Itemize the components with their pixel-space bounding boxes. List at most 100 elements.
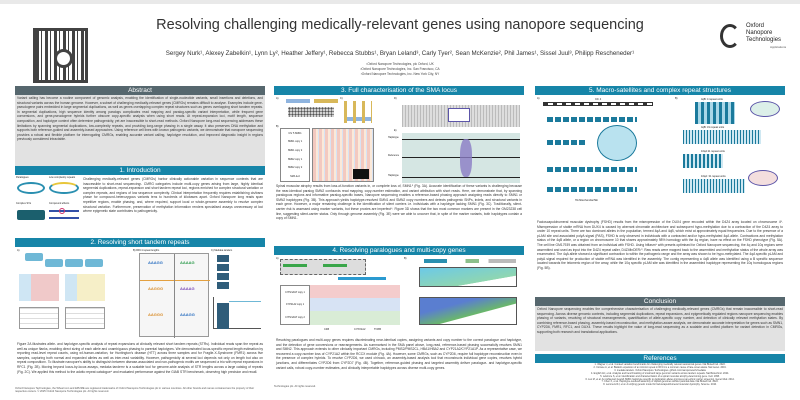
workflow-box bbox=[65, 259, 83, 267]
references-heading: References bbox=[535, 354, 785, 363]
reference-item: 1. Wagner J, et al. Curated variation be… bbox=[594, 363, 726, 366]
repeat-loop-icon bbox=[49, 182, 79, 194]
gene-label: TNXB bbox=[374, 328, 381, 331]
macro-text: Facioscapulohumeral muscular dystrophy (… bbox=[537, 220, 783, 270]
logo-sub: Applications bbox=[770, 45, 787, 49]
row-label: CYP21A2 copy 1 bbox=[285, 303, 305, 307]
panel-label: D) bbox=[394, 97, 397, 100]
panel-label: B) bbox=[276, 125, 279, 128]
affiliations: ¹Oxford Nanopore Technologies, plc Oxfor… bbox=[250, 62, 550, 77]
chromosome-4-ideogram bbox=[543, 102, 653, 106]
pileup-copy1 bbox=[310, 285, 400, 298]
paralog-text: Resolving paralogues and multi-copy gene… bbox=[276, 338, 522, 370]
intro-heading: 1. Introduction bbox=[15, 166, 265, 175]
d4z4-array-contracted bbox=[547, 140, 587, 145]
rfc1-plot: AAAGG AAAAG AAGGG AAAAG AAGGG AAAGG bbox=[139, 253, 210, 338]
row-label: SMN1 copy 2 bbox=[287, 149, 303, 153]
panel-label: B) bbox=[675, 97, 678, 100]
precision-plot bbox=[213, 297, 261, 329]
reference-item: 8. Lemmers RJ, et al. A unifying genetic… bbox=[603, 383, 717, 387]
plot-title: 10qA:11 repeat units bbox=[701, 150, 725, 153]
workflow-box bbox=[25, 253, 43, 261]
htt-plot bbox=[19, 274, 59, 301]
d4z4-array bbox=[547, 167, 637, 172]
gene-label: CYP21A2 bbox=[354, 328, 366, 331]
track-label: Haplotype bbox=[388, 136, 399, 139]
panel-label: A) bbox=[17, 249, 20, 252]
motif-label: AAGGG bbox=[148, 312, 164, 317]
column-left: Abstract Variant calling has become a ro… bbox=[15, 86, 265, 393]
smn1-gene bbox=[286, 99, 310, 103]
author-list: Sergey Nurk¹, Alexey Zabelkin¹, Lynn Ly²… bbox=[165, 50, 635, 57]
top-band bbox=[0, 0, 800, 4]
paralogue-loop-icon bbox=[17, 182, 45, 194]
macro-figure: A) Chr 4 HG Mitochondrial 5kb B) 4qB: 4 … bbox=[535, 95, 785, 219]
silent-carrier-diagram bbox=[344, 101, 372, 123]
affiliation: ³Oxford Nanopore Technologies, Inc. New … bbox=[360, 72, 440, 76]
logo-ring-icon bbox=[720, 24, 740, 48]
pileup-copy3 bbox=[310, 311, 400, 325]
reference-item: 2. Cortese A, et al. Biallelic expansion… bbox=[593, 365, 727, 369]
zoom-ellipse bbox=[750, 101, 780, 117]
zoom-ellipse bbox=[748, 170, 778, 186]
column-right: 5. Macro-satellites and complex repeat s… bbox=[535, 86, 785, 387]
panel-label: A) bbox=[276, 257, 279, 260]
sma-row-labels: Chr 5 SMN1 SMN1 copy 1 SMN1 copy 2 SMN2 … bbox=[280, 128, 310, 182]
paralog-heading: 4. Resolving paralogues and multi-copy g… bbox=[274, 246, 524, 255]
rccx-module bbox=[280, 259, 366, 275]
fig-label: Complex SVs bbox=[16, 202, 32, 205]
methylation-plot bbox=[695, 102, 735, 124]
sma-pileup bbox=[312, 128, 374, 182]
cyp2d6-genes bbox=[424, 259, 516, 263]
references-list: 1. Wagner J, et al. Curated variation be… bbox=[535, 363, 785, 387]
panel-label: A) bbox=[537, 97, 540, 100]
fmr1-plot bbox=[65, 274, 105, 301]
figure-caption: HG Mitochondrial 5kb bbox=[575, 199, 598, 202]
motif-label: AAAGG bbox=[148, 260, 163, 265]
fig-label: Paralogues bbox=[16, 176, 29, 179]
conclusion-heading: Conclusion bbox=[535, 297, 785, 306]
motif-label: AAAAG bbox=[180, 260, 195, 265]
qr-code[interactable] bbox=[33, 28, 88, 83]
methylation-plot bbox=[683, 130, 761, 144]
pileup-copy2 bbox=[310, 298, 400, 311]
intro-text: Challenging medically-relevant genes (CM… bbox=[83, 177, 263, 214]
str-heading: 2. Resolving short tandem repeats bbox=[15, 238, 265, 247]
affiliation: ¹Oxford Nanopore Technologies, plc Oxfor… bbox=[366, 62, 434, 66]
panel-label: C) bbox=[340, 97, 343, 100]
fig-label: Low complexity repeats bbox=[49, 176, 76, 179]
motif-label: AAAGG bbox=[180, 312, 195, 317]
workflow-box bbox=[85, 259, 103, 267]
sma-figure: A) C) B) Chr 5 SMN1 SMN1 copy 1 SMN1 cop… bbox=[274, 95, 524, 183]
d4z4-array bbox=[547, 117, 637, 122]
affiliation: ²Oxford Nanopore Technologies, Inc. San … bbox=[360, 67, 440, 71]
assembly-alignment: Haplotype Reference Haplotype bbox=[388, 133, 520, 183]
plot-title: 4qB: 4 repeat units bbox=[701, 98, 723, 101]
conclusion-text: Oxford Nanopore sequencing enables the c… bbox=[535, 306, 785, 351]
panel-label: B) RFC1 repeat lengths bbox=[133, 249, 160, 252]
row-label: CYP21A1P copy 2 bbox=[285, 316, 305, 320]
methylation-plot bbox=[683, 179, 745, 193]
protein-icon bbox=[288, 107, 334, 117]
intro-figure: Paralogues Low complexity repeats Comple… bbox=[15, 176, 81, 234]
plot-title: 4qB: 31 repeat units bbox=[701, 126, 725, 129]
panel-label: C) Medaka tandem bbox=[211, 249, 233, 252]
gene-label: C4B bbox=[324, 328, 330, 331]
variant-marker-icon bbox=[59, 208, 65, 214]
medaka-steps bbox=[217, 255, 229, 291]
track-label: Reference bbox=[388, 154, 400, 157]
reference-item: 6. Luo M, et al. An Ashkenazi Jewish SMN… bbox=[585, 377, 735, 381]
panel-label: B) bbox=[404, 257, 407, 260]
plot-title: 10qA: 31 repeat units bbox=[701, 175, 726, 178]
chromosome-label: Chr 4 bbox=[595, 98, 602, 101]
row-label: SMN1 copy 1 bbox=[287, 140, 303, 144]
abstract-heading: Abstract bbox=[15, 86, 265, 95]
methylation-plot bbox=[683, 154, 723, 168]
track-label: Haplotype bbox=[388, 174, 399, 177]
oxford-nanopore-logo: Oxford Nanopore Technologies Applications bbox=[720, 22, 790, 52]
cyp2d6-hap1 bbox=[419, 267, 517, 287]
column-middle: 3. Full characterisation of the SMA locu… bbox=[274, 86, 524, 388]
compound-effect-icon bbox=[49, 217, 79, 219]
paralog-row-labels: CYP21A1P copy 1 CYP21A2 copy 1 CYP21A1P … bbox=[280, 285, 310, 325]
sma-heading: 3. Full characterisation of the SMA locu… bbox=[274, 86, 524, 95]
